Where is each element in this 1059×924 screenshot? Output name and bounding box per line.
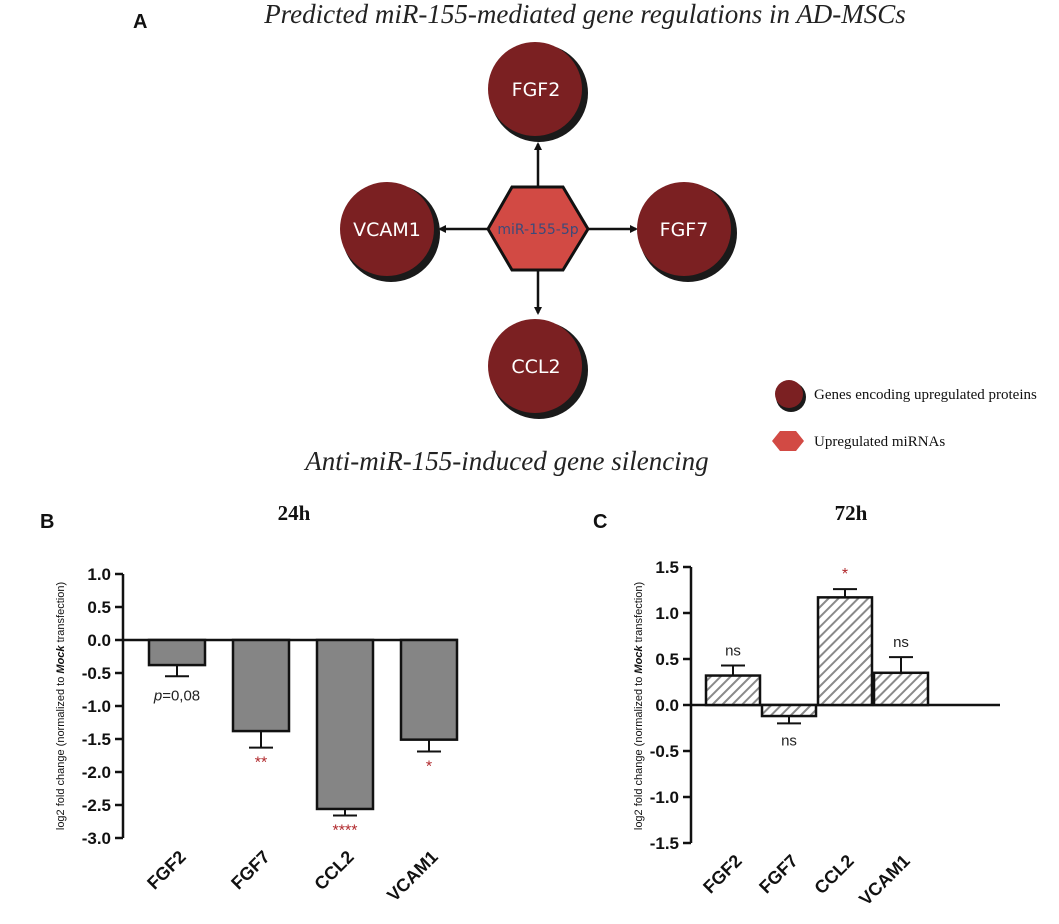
y-tick-label: 0.5 (655, 650, 679, 669)
significance-fgf7: ns (781, 732, 797, 749)
y-tick-label: -1.0 (650, 788, 679, 807)
hexagon-label: miR-155-5p (497, 222, 578, 238)
legend-mirnas-label: Upregulated miRNAs (814, 434, 945, 450)
node-label-fgf7: FGF7 (660, 219, 709, 241)
panel-b-letter: B (40, 511, 54, 533)
legend-circle-icon (775, 380, 803, 408)
category-label-fgf2: FGF2 (143, 847, 190, 894)
node-ccl2: CCL2 (488, 319, 588, 419)
node-label-vcam1: VCAM1 (353, 219, 421, 241)
y-tick-label: 1.0 (87, 565, 111, 584)
y-tick-label: -2.5 (82, 796, 111, 815)
chart-72h-ylabel: log2 fold change (normalized to Mock tra… (633, 582, 645, 830)
y-tick-label: -0.5 (82, 664, 111, 683)
bar-fgf2 (147, 638, 207, 667)
significance-ccl2: **** (333, 823, 358, 840)
gene-node-circle (488, 42, 582, 136)
significance-fgf2: ns (725, 642, 741, 659)
gene-node-circle (637, 182, 731, 276)
y-tick-label: 1.0 (655, 604, 679, 623)
bar-ccl2 (315, 638, 375, 811)
category-label-ccl2: CCL2 (810, 851, 857, 898)
legend: Genes encoding upregulated proteins Upre… (772, 380, 1037, 451)
category-label-vcam1: VCAM1 (855, 851, 914, 910)
significance-ccl2: * (842, 566, 848, 583)
y-tick-label: -1.5 (650, 834, 679, 853)
node-fgf2: FGF2 (488, 42, 588, 142)
node-vcam1: VCAM1 (340, 182, 440, 282)
bar-fgf2 (704, 674, 762, 707)
bar-ccl2 (816, 596, 874, 707)
chart-24h-title: 24h (278, 501, 311, 525)
bar-vcam1 (872, 671, 930, 707)
y-tick-label: -3.0 (82, 829, 111, 848)
significance-vcam1: ns (893, 634, 909, 651)
panel-c-letter: C (593, 511, 607, 533)
gene-node-circle (488, 319, 582, 413)
chart-72h-title: 72h (835, 501, 868, 525)
significance-vcam1: * (426, 759, 432, 776)
bar-vcam1 (399, 638, 459, 741)
chart-24h: B 24h log2 fold change (normalized to Mo… (40, 501, 459, 906)
section-title: Anti-miR-155-induced gene silencing (303, 446, 708, 476)
node-fgf7: FGF7 (637, 182, 737, 282)
significance-fgf2: p=0,08 (153, 687, 200, 704)
panel-a-title: Predicted miR-155-mediated gene regulati… (263, 0, 906, 29)
category-label-fgf7: FGF7 (755, 851, 802, 898)
y-tick-label: 1.5 (655, 558, 679, 577)
mirna-hexagon: miR-155-5p (486, 185, 590, 272)
category-label-vcam1: VCAM1 (383, 847, 442, 906)
node-label-fgf2: FGF2 (512, 79, 561, 101)
legend-hexagon-icon (772, 431, 804, 451)
y-tick-label: 0.0 (655, 696, 679, 715)
significance-fgf7: ** (255, 755, 267, 772)
bar-fgf7 (760, 703, 818, 718)
y-tick-label: -0.5 (650, 742, 679, 761)
category-label-fgf7: FGF7 (227, 847, 274, 894)
category-label-ccl2: CCL2 (310, 847, 357, 894)
panel-a-letter: A (133, 11, 147, 33)
y-tick-label: 0.0 (87, 631, 111, 650)
gene-node-circle (340, 182, 434, 276)
y-tick-label: -1.5 (82, 730, 111, 749)
chart-24h-ylabel: log2 fold change (normalized to Mock tra… (55, 582, 67, 830)
legend-genes-label: Genes encoding upregulated proteins (814, 387, 1037, 403)
bar-fgf7 (231, 638, 291, 733)
y-tick-label: 0.5 (87, 598, 111, 617)
y-tick-label: -2.0 (82, 763, 111, 782)
category-label-fgf2: FGF2 (699, 851, 746, 898)
chart-72h: C 72h log2 fold change (normalized to Mo… (593, 501, 1000, 909)
node-label-ccl2: CCL2 (511, 356, 560, 378)
y-tick-label: -1.0 (82, 697, 111, 716)
